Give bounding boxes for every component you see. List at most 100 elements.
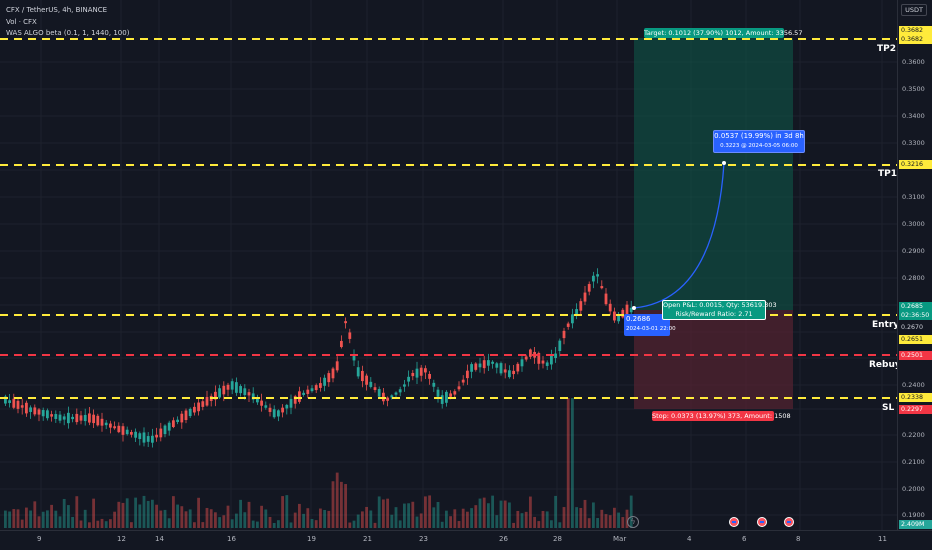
candle-body — [482, 360, 486, 369]
volume-bar — [33, 501, 37, 528]
volume-bar — [16, 509, 20, 528]
candle-body — [575, 309, 578, 316]
volume-bar — [293, 512, 297, 528]
volume-bar — [503, 500, 507, 528]
volume-bar — [176, 504, 179, 528]
volume-bar — [625, 509, 629, 528]
event-earnings-icon[interactable] — [757, 517, 767, 527]
candle-body — [29, 407, 32, 412]
volume-bar — [222, 515, 226, 528]
volume-bar — [58, 516, 62, 528]
volume-bar — [310, 518, 314, 528]
legend-symbol[interactable]: CFX / TetherUS, 4h, BINANCE — [6, 6, 108, 14]
candle-body — [62, 416, 66, 420]
volume-bar — [239, 499, 242, 528]
volume-bar — [83, 509, 87, 528]
candle-body — [428, 373, 431, 379]
volume-bar — [386, 498, 389, 528]
candle-body — [314, 385, 318, 391]
volume-bar — [193, 522, 196, 528]
volume-bar — [314, 520, 318, 528]
lightning-icon[interactable]: ϟ — [627, 516, 639, 528]
volume-bar — [260, 505, 263, 528]
currency-button[interactable]: USDT — [901, 4, 927, 16]
volume-bar — [230, 519, 234, 528]
price-tick-label: 0.2400 — [902, 381, 925, 389]
volume-bar — [453, 509, 457, 528]
projection-box: 0.0537 (19.99%) in 3d 8h 0.3223 @ 2024-0… — [713, 130, 805, 153]
volume-bar — [621, 517, 625, 528]
volume-bar — [62, 498, 66, 528]
volume-bar — [92, 498, 95, 528]
candle-body — [130, 432, 133, 435]
candle-body — [587, 284, 591, 292]
candle-body — [41, 410, 45, 417]
candle-body — [516, 363, 520, 372]
candle-body — [373, 387, 377, 391]
volume-bar — [104, 521, 108, 528]
volume-bar — [340, 481, 343, 528]
volume-bar — [608, 515, 612, 528]
volume-bar — [88, 522, 91, 528]
volume-bar — [121, 502, 125, 528]
volume-bar — [491, 495, 494, 528]
volume-bar — [172, 496, 175, 528]
candle-body — [562, 330, 566, 339]
volume-bar — [46, 510, 49, 528]
candle-body — [621, 309, 625, 318]
candle-body — [121, 426, 125, 435]
candle-body — [537, 353, 541, 364]
candle-body — [214, 391, 217, 400]
candle-body — [256, 397, 259, 403]
volume-bar — [167, 518, 171, 528]
candle-body — [491, 361, 494, 364]
volume-bar — [50, 504, 53, 528]
event-earnings-icon[interactable] — [784, 517, 794, 527]
entry-marker-time: 2024-03-01 22:00 — [626, 326, 676, 332]
volume-bar — [558, 522, 562, 528]
rebuy-label: Rebuy — [869, 360, 901, 370]
candle-body — [125, 429, 129, 435]
target-label: Target: 0.1012 (37.90%) 1012, Amount: 33… — [644, 28, 803, 38]
candle-body — [222, 385, 226, 395]
projection-curve — [633, 162, 725, 309]
volume-bar — [285, 495, 289, 528]
volume-bar — [579, 507, 583, 528]
legend-volume[interactable]: Vol · CFX — [6, 18, 37, 26]
candle-body — [155, 434, 158, 438]
candle-body — [176, 419, 179, 423]
tp2-label: TP2 — [877, 44, 896, 54]
chart-area[interactable]: CFX / TetherUS, 4h, BINANCE Vol · CFX WA… — [0, 0, 901, 530]
candle-body — [188, 408, 192, 417]
volume-bar — [348, 522, 352, 528]
volume-bar — [415, 516, 419, 528]
entry-label: Entry — [872, 320, 900, 330]
volume-bar — [529, 496, 532, 528]
candle-body — [529, 349, 532, 357]
time-axis[interactable]: 9 12 14 16 19 21 23 26 28 Mar 4 6 8 11 — [0, 530, 932, 550]
legend-algo[interactable]: WAS ALGO beta (0.1, 1, 1440, 100) — [6, 29, 130, 37]
candle-body — [172, 420, 175, 428]
price-tick-label: 0.2200 — [902, 431, 925, 439]
candle-body — [440, 395, 444, 404]
volume-bar — [197, 497, 200, 528]
volume-bar — [151, 499, 154, 528]
candle-body — [134, 431, 137, 438]
candle-body — [243, 388, 247, 396]
volume-bar — [407, 503, 410, 528]
candle-body — [407, 376, 410, 382]
candle-body — [8, 400, 11, 403]
time-label: 14 — [155, 535, 164, 543]
price-tick-label: 0.2800 — [902, 274, 925, 282]
event-earnings-icon[interactable] — [729, 517, 739, 527]
volume-bar — [251, 520, 255, 528]
candle-body — [365, 375, 368, 385]
price-scale[interactable] — [897, 0, 932, 530]
candle-body — [146, 436, 150, 442]
tp2-price-tag-2: 0.3682 — [899, 35, 932, 44]
candle-body — [197, 402, 200, 412]
volume-bar — [214, 512, 217, 528]
price-chart[interactable] — [0, 0, 897, 530]
candle-body — [592, 275, 595, 282]
candle-body — [251, 393, 255, 400]
